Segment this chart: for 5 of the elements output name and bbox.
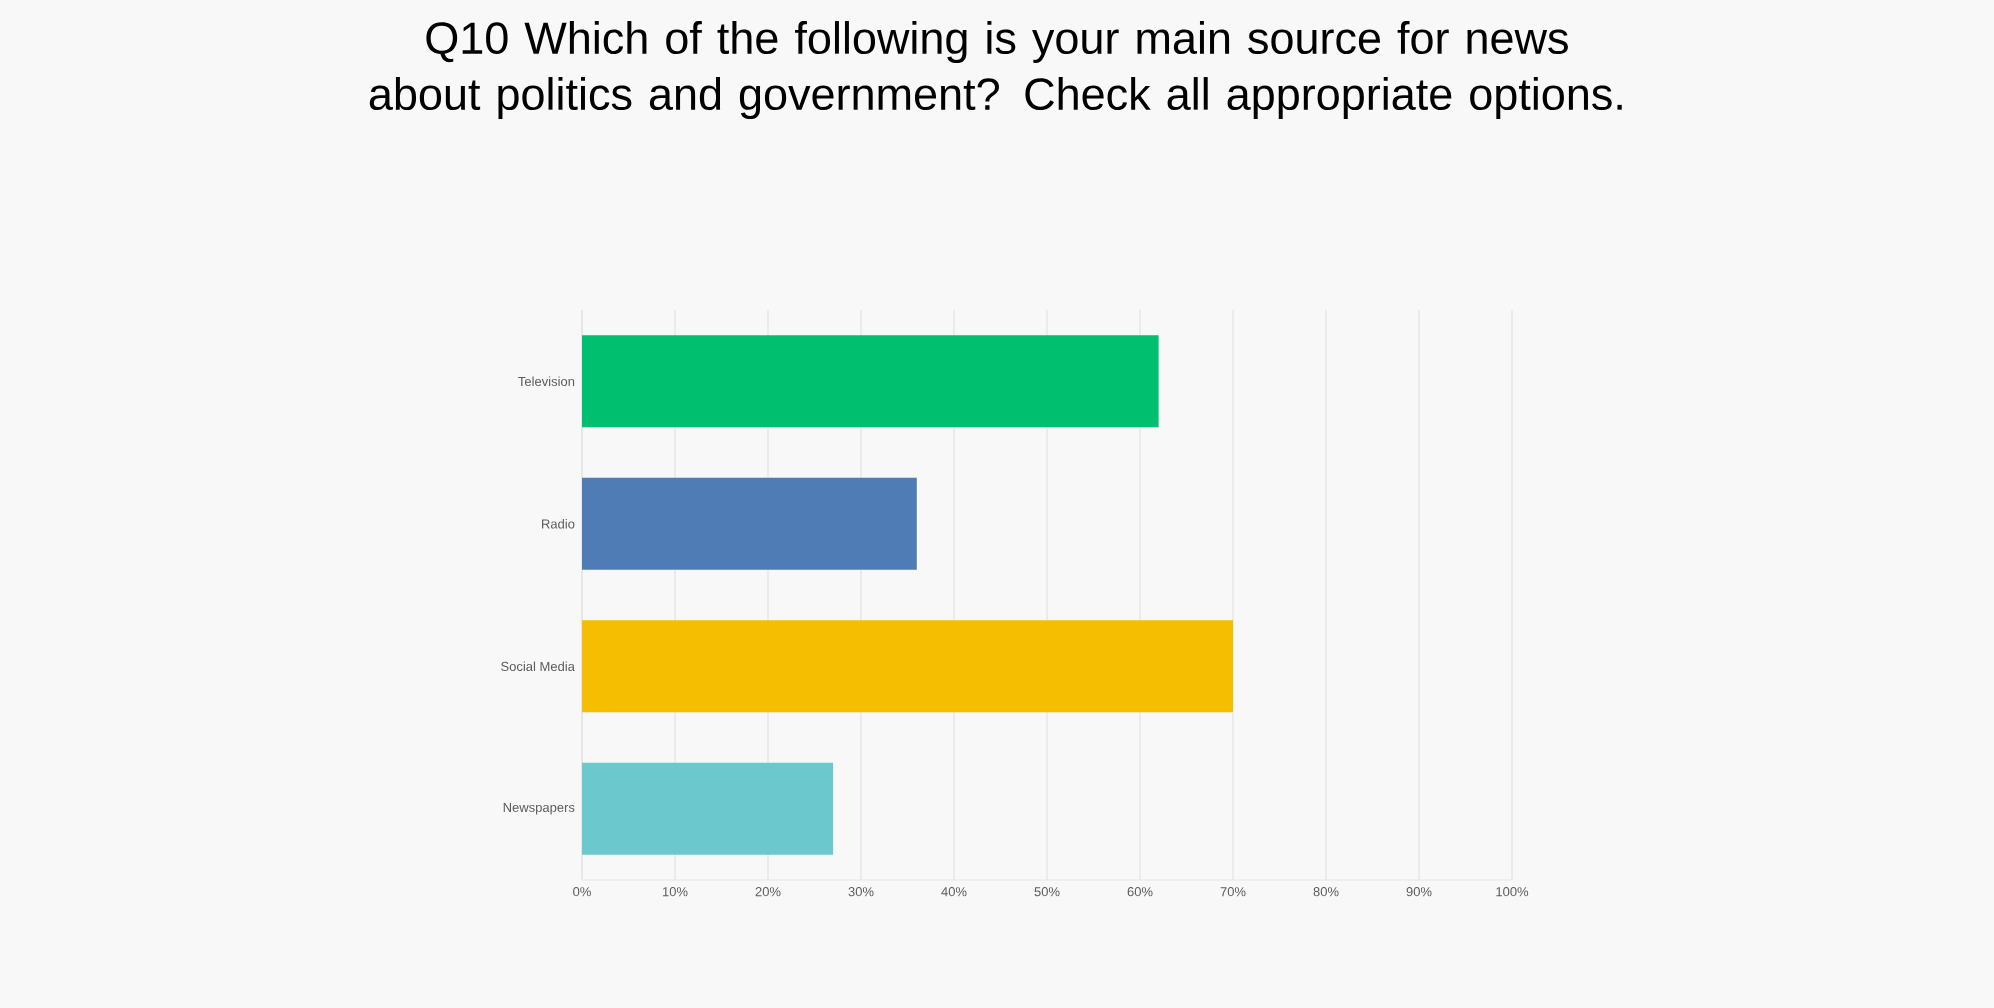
bar	[582, 620, 1234, 713]
bar	[582, 335, 1159, 428]
chart-title: Q10 Which of the following is your main source for news about politics and government? Check all appropriate options.	[369, 21, 1622, 120]
bar	[582, 477, 917, 570]
bar	[582, 762, 834, 855]
